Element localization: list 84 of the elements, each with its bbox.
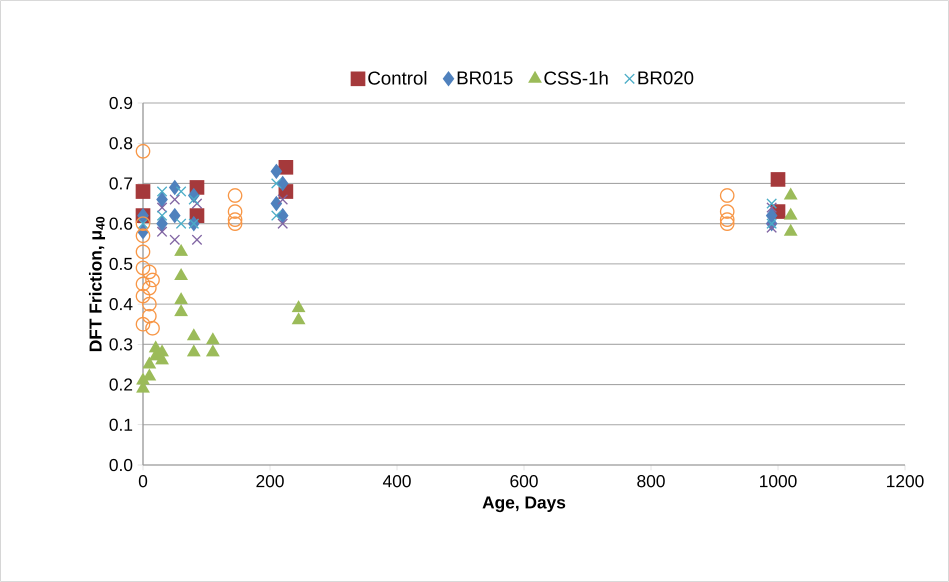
point (145, 272, 160, 288)
point (145, 320, 160, 336)
point (169, 180, 180, 195)
point (174, 268, 188, 280)
x-tick-label: 200 (256, 475, 284, 488)
point (156, 210, 168, 222)
point (169, 234, 180, 246)
y-tick-label: 0.6 (110, 218, 132, 230)
point (142, 280, 157, 296)
y-tick-label: 0.0 (110, 458, 132, 472)
y-tick-label: 0.3 (110, 338, 132, 350)
point (174, 304, 188, 316)
y-tick-label: 0.1 (110, 418, 132, 431)
x-tick-label: 1000 (760, 475, 797, 488)
legend-label: BR020 (638, 71, 694, 84)
point (206, 332, 220, 344)
point (136, 144, 150, 159)
point (270, 210, 282, 222)
legend-label: Control (368, 71, 426, 85)
y-tick-label: 0.9 (110, 96, 132, 110)
y-tick-label: 0.5 (110, 258, 132, 270)
point (187, 328, 200, 340)
point (142, 308, 157, 324)
point (228, 188, 242, 203)
point (292, 300, 306, 312)
point (770, 172, 786, 187)
point (277, 176, 288, 191)
point (187, 345, 200, 356)
point (192, 198, 202, 209)
point (766, 222, 778, 234)
x-tick-label: 800 (637, 475, 665, 488)
point (156, 192, 168, 207)
legend-label: CSS-1h (544, 71, 608, 85)
point (188, 194, 200, 205)
point (270, 196, 282, 211)
x-tick-label: 600 (510, 475, 538, 488)
point (192, 234, 202, 246)
point (156, 202, 168, 213)
y-tick-label: 0.2 (110, 378, 132, 391)
y-tick-label: 0.7 (110, 177, 132, 190)
point (277, 218, 288, 230)
point (277, 194, 288, 205)
point (136, 260, 150, 276)
point (206, 345, 220, 356)
x-axis-title: Age, Days (482, 496, 566, 512)
point (174, 292, 188, 304)
y-tick-label: 0.8 (110, 137, 132, 150)
point (136, 276, 150, 292)
point (766, 202, 778, 213)
point (720, 204, 735, 219)
point (136, 184, 150, 199)
point (142, 296, 157, 312)
point (766, 198, 778, 209)
point (174, 244, 188, 256)
point (720, 188, 735, 203)
y-axis-title: DFT Friction, μ$_{40}$ (88, 216, 106, 352)
point (142, 264, 157, 280)
point (720, 216, 735, 232)
point (228, 204, 242, 219)
x-tick-label: 0 (138, 475, 148, 488)
point (136, 288, 150, 304)
x-tick-label: 400 (382, 475, 411, 488)
point (270, 164, 282, 179)
point (176, 186, 186, 197)
point (136, 228, 150, 244)
legend-label: BR015 (458, 71, 512, 84)
point (156, 186, 168, 197)
point (784, 224, 798, 236)
point (277, 208, 288, 223)
point (169, 208, 180, 223)
point (720, 212, 735, 227)
point (278, 160, 294, 175)
point (136, 316, 150, 332)
point (228, 212, 242, 227)
point (228, 216, 242, 232)
point (156, 216, 168, 232)
point (270, 178, 282, 189)
point (156, 226, 168, 238)
point (292, 312, 306, 324)
point (142, 357, 156, 368)
point (136, 244, 150, 260)
y-tick-label: 0.4 (110, 298, 132, 310)
x-tick-label: 1200 (887, 475, 924, 488)
point (169, 194, 180, 205)
